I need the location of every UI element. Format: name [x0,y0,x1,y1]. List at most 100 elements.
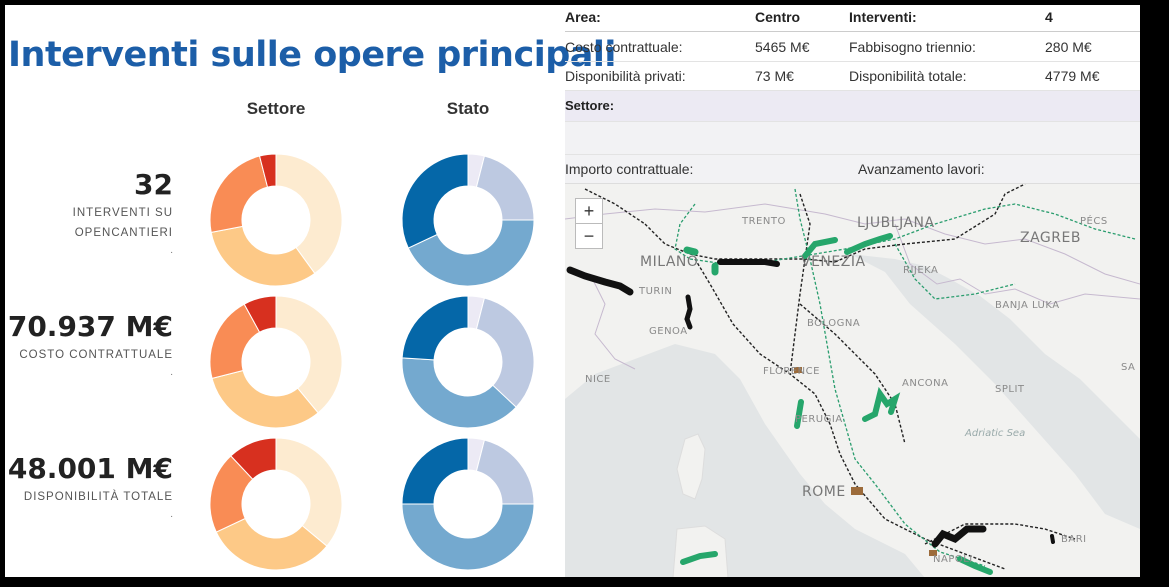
donut-slice-1[interactable] [211,369,319,429]
table-row-costo: Costo contrattuale: 5465 M€ Fabbisogno t… [565,32,1140,62]
project-segment-green[interactable] [802,237,838,259]
rail-line [799,303,906,445]
importo-label: Importo contrattuale: [565,161,694,177]
donut-slice-1[interactable] [475,439,535,505]
donut-slice-3[interactable] [243,295,277,333]
city-label: ANCONA [902,378,949,389]
donut-settore-disponibilita[interactable] [209,437,343,571]
project-node-brown[interactable] [929,550,937,556]
rail-line [694,258,1006,570]
donut-slice-3[interactable] [401,437,469,505]
column-header-stato: Stato [446,99,490,118]
project-segment-black[interactable] [566,266,634,296]
project-segment-green[interactable] [680,551,718,565]
donut-settore-interventi[interactable] [209,153,343,287]
donut-settore-costo[interactable] [209,295,343,429]
settore-label: Settore: [565,98,615,113]
donut-stato-interventi[interactable] [401,153,535,287]
donut-slice-0[interactable] [275,153,343,275]
donut-slice-2[interactable] [401,357,517,429]
city-label: SA [1121,362,1135,373]
metric-costo-contrattuale: 70.937 M€ COSTO CONTRATTUALE . [5,311,173,379]
donut-slice-2[interactable] [209,155,269,233]
project-node-brown[interactable] [794,367,802,373]
donut-slice-1[interactable] [475,297,535,408]
donut-slice-1[interactable] [210,225,316,287]
city-label: FLORENCE [763,366,820,377]
table-row-settore-values [565,122,1140,155]
map-view[interactable]: TRENTO LJUBLJANA PÉCS ZAGREB MILANO VENE… [565,183,1140,577]
table-row-area: Area: Centro Interventi: 4 [565,5,1140,32]
donut-slice-3[interactable] [401,153,469,249]
city-label: LJUBLJANA [857,215,935,231]
area-value: Centro [755,9,801,25]
project-segment-green[interactable] [844,233,893,255]
project-segment-black[interactable] [931,525,987,548]
donut-stato-disponibilita[interactable] [401,437,535,571]
project-segment-green[interactable] [683,246,719,276]
rail-line [789,258,806,375]
donut-slice-3[interactable] [401,295,469,361]
city-label: TURIN [638,286,672,297]
donut-slice-1[interactable] [475,155,535,221]
border-line [565,203,1140,285]
map-canvas[interactable]: TRENTO LJUBLJANA PÉCS ZAGREB MILANO VENE… [565,184,1140,577]
table-row-importo: Importo contrattuale: Avanzamento lavori… [565,155,1140,183]
city-label: PERUGIA [795,414,843,425]
planned-rail-line [674,203,696,260]
donut-slice-3[interactable] [258,153,277,188]
column-header-settore: Settore [246,99,306,118]
donut-stato-costo[interactable] [401,295,535,429]
metric-label: INTERVENTI SU [72,207,173,219]
donut-slice-0[interactable] [275,437,343,547]
metric-dot: . [170,509,173,520]
metric-disponibilita-totale: 48.001 M€ DISPONIBILITÀ TOTALE . [5,453,173,521]
corsica-island [676,433,706,500]
border-line [589,273,636,370]
zoom-out-button[interactable]: − [575,223,603,249]
interventi-label: Interventi: [849,9,917,25]
adriatic-sea [850,254,1140,529]
donut-slice-2[interactable] [401,503,535,571]
metric-label: DISPONIBILITÀ TOTALE [23,491,173,503]
project-node-brown[interactable] [851,487,863,495]
tyrrhenian-sea [565,344,925,577]
sardinia-island [672,525,729,577]
privati-value: 73 M€ [755,68,794,84]
planned-rail-line [689,203,1136,265]
city-label: BANJA LUKA [995,300,1060,311]
donut-slice-2[interactable] [407,219,535,287]
metric-interventi: 32 INTERVENTI SU OPENCANTIERI . [5,169,173,257]
border-line [894,223,1140,305]
rail-line [834,184,1026,263]
costo-value: 5465 M€ [755,39,810,55]
city-label: RIJEKA [903,265,938,276]
metric-value: 70.937 M€ [7,310,173,343]
planned-rail-line [894,243,1016,300]
project-segment-green[interactable] [794,399,804,429]
donut-slice-3[interactable] [230,437,277,480]
donut-slice-0[interactable] [275,295,343,414]
project-segment-green[interactable] [862,386,901,422]
city-label: NICE [585,374,611,385]
project-segment-black[interactable] [717,259,780,267]
donut-slice-1[interactable] [215,517,328,571]
project-segment-green[interactable] [957,556,993,575]
city-label: BARI [1061,534,1087,545]
page-title: Interventi sulle opere principali [8,35,616,75]
project-segment-black[interactable] [684,294,693,330]
metric-label-2: OPENCANTIERI [74,227,173,239]
metric-label: COSTO CONTRATTUALE [19,349,173,361]
city-label: VENEZIA [801,254,866,270]
zoom-in-button[interactable]: + [575,198,603,224]
metric-value: 48.001 M€ [7,452,173,485]
area-label: Area: [565,9,601,25]
city-label: SPLIT [995,384,1025,395]
table-row-settore: Settore: [565,91,1140,122]
project-segment-black[interactable] [1050,534,1055,544]
city-label: ROME [802,484,846,500]
rail-line [924,523,1076,545]
totale-label: Disponibilità totale: [849,68,967,84]
metric-dot: . [170,367,173,378]
summary-panel: Interventi sulle opere principali Settor… [5,5,616,577]
